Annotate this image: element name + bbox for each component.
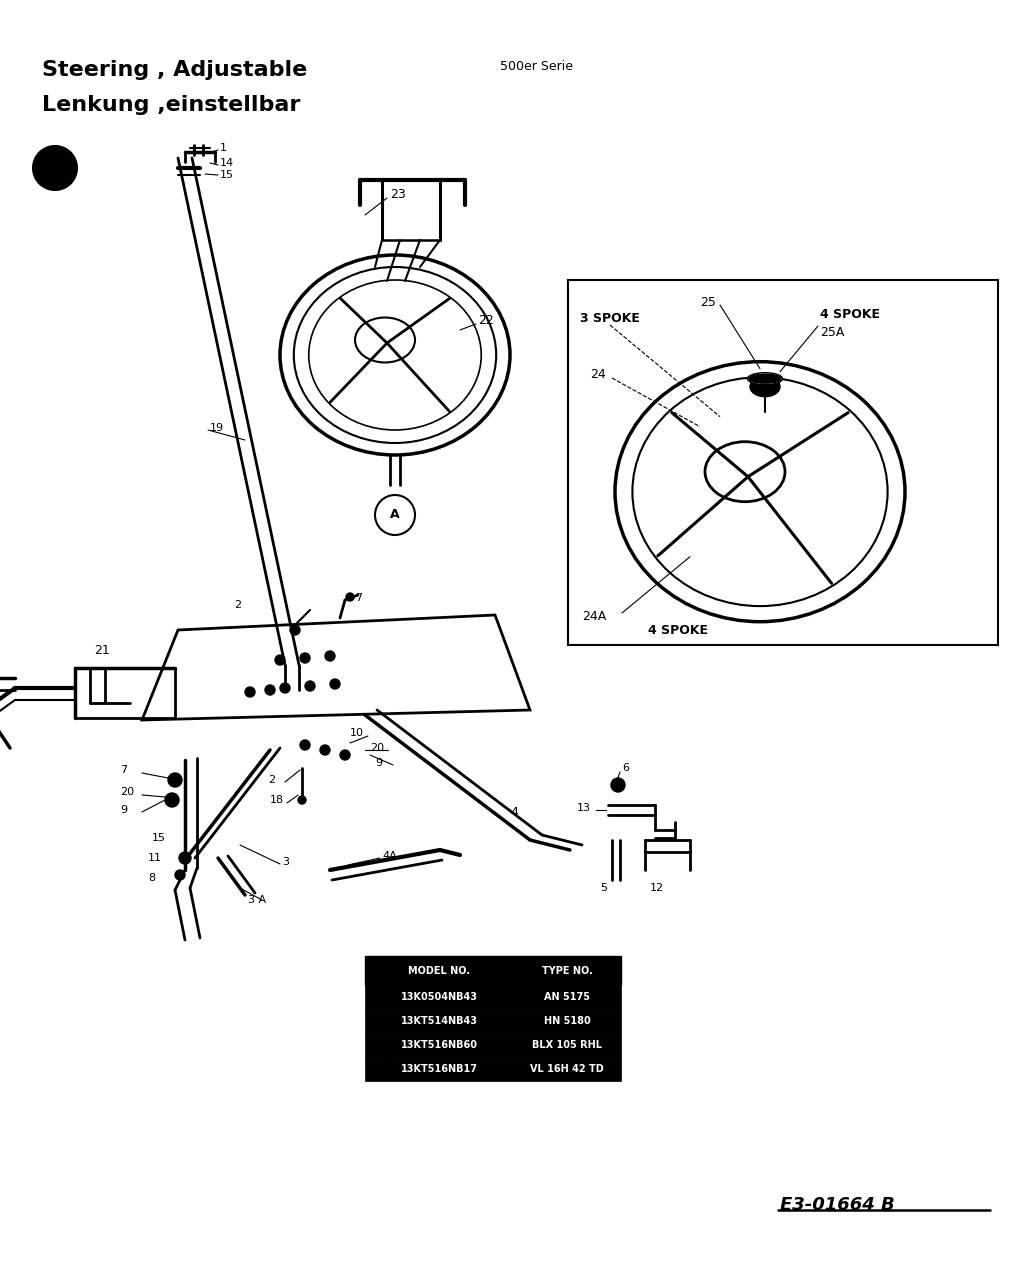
Text: 8: 8: [148, 874, 155, 883]
Text: 9: 9: [375, 758, 382, 767]
Text: 13KT516NB17: 13KT516NB17: [400, 1064, 478, 1074]
Text: 4 SPOKE: 4 SPOKE: [648, 623, 708, 637]
Text: 18: 18: [270, 796, 284, 804]
Text: 20: 20: [370, 743, 384, 753]
Text: 6: 6: [622, 764, 628, 773]
Circle shape: [165, 793, 179, 807]
Bar: [365, 1009, 621, 1033]
Circle shape: [325, 651, 335, 661]
Bar: [365, 985, 621, 1009]
Text: AN 5175: AN 5175: [544, 993, 590, 1001]
Text: 2: 2: [268, 775, 276, 785]
Ellipse shape: [750, 377, 780, 396]
Bar: [365, 957, 621, 985]
Text: 23: 23: [390, 188, 406, 202]
Circle shape: [290, 625, 300, 634]
Text: 12: 12: [650, 883, 665, 893]
Ellipse shape: [747, 372, 782, 385]
Text: 3: 3: [282, 857, 289, 867]
Text: 7: 7: [355, 593, 362, 602]
Circle shape: [275, 655, 285, 665]
Circle shape: [346, 593, 354, 601]
Text: VL 16H 42 TD: VL 16H 42 TD: [530, 1064, 604, 1074]
Bar: [365, 1033, 621, 1056]
Text: Steering , Adjustable: Steering , Adjustable: [42, 60, 308, 81]
Text: 24A: 24A: [582, 610, 606, 623]
Text: 13K0504NB43: 13K0504NB43: [400, 993, 478, 1001]
Text: 19: 19: [209, 423, 224, 434]
Bar: [568, 280, 998, 645]
Circle shape: [320, 744, 330, 755]
Text: 24: 24: [590, 368, 606, 381]
Text: 4: 4: [510, 806, 518, 819]
Text: 22: 22: [478, 313, 493, 326]
Circle shape: [300, 654, 310, 663]
Text: 1: 1: [220, 143, 227, 153]
Text: TYPE NO.: TYPE NO.: [542, 966, 592, 976]
Circle shape: [300, 741, 310, 749]
Text: 15: 15: [152, 833, 166, 843]
Text: MODEL NO.: MODEL NO.: [408, 966, 470, 976]
Text: 500er Serie: 500er Serie: [499, 60, 573, 73]
Text: A: A: [390, 509, 399, 522]
Text: 11: 11: [148, 853, 162, 863]
Text: 13: 13: [577, 803, 591, 813]
Text: 2: 2: [234, 600, 241, 610]
Circle shape: [340, 749, 350, 760]
Text: 20: 20: [120, 787, 134, 797]
Text: BLX 105 RHL: BLX 105 RHL: [533, 1040, 602, 1050]
Text: 25A: 25A: [820, 325, 844, 339]
Text: E3-01664 B: E3-01664 B: [780, 1196, 895, 1214]
Text: 5: 5: [600, 883, 607, 893]
Text: 25: 25: [700, 295, 716, 308]
Circle shape: [611, 778, 625, 792]
Circle shape: [305, 680, 315, 691]
Text: 21: 21: [94, 643, 109, 656]
Text: HN 5180: HN 5180: [544, 1016, 590, 1026]
Ellipse shape: [749, 375, 781, 384]
Text: 13KT514NB43: 13KT514NB43: [400, 1016, 478, 1026]
Text: 15: 15: [220, 170, 234, 180]
Text: A: A: [50, 161, 61, 175]
Text: 13KT516NB60: 13KT516NB60: [400, 1040, 478, 1050]
Circle shape: [168, 773, 182, 787]
Text: 3 SPOKE: 3 SPOKE: [580, 312, 640, 325]
Text: 7: 7: [120, 765, 127, 775]
Text: 4A: 4A: [382, 851, 396, 861]
Circle shape: [179, 852, 191, 865]
Text: Lenkung ,einstellbar: Lenkung ,einstellbar: [42, 95, 300, 115]
Text: 9: 9: [120, 804, 127, 815]
Text: 3 A: 3 A: [248, 895, 266, 906]
Circle shape: [33, 146, 77, 191]
Circle shape: [330, 679, 340, 689]
Text: 14: 14: [220, 159, 234, 168]
Text: 4 SPOKE: 4 SPOKE: [820, 308, 880, 321]
Circle shape: [298, 796, 307, 804]
Bar: [365, 1056, 621, 1081]
Circle shape: [175, 870, 185, 880]
Circle shape: [245, 687, 255, 697]
Circle shape: [265, 686, 275, 694]
Text: 10: 10: [350, 728, 364, 738]
Circle shape: [280, 683, 290, 693]
